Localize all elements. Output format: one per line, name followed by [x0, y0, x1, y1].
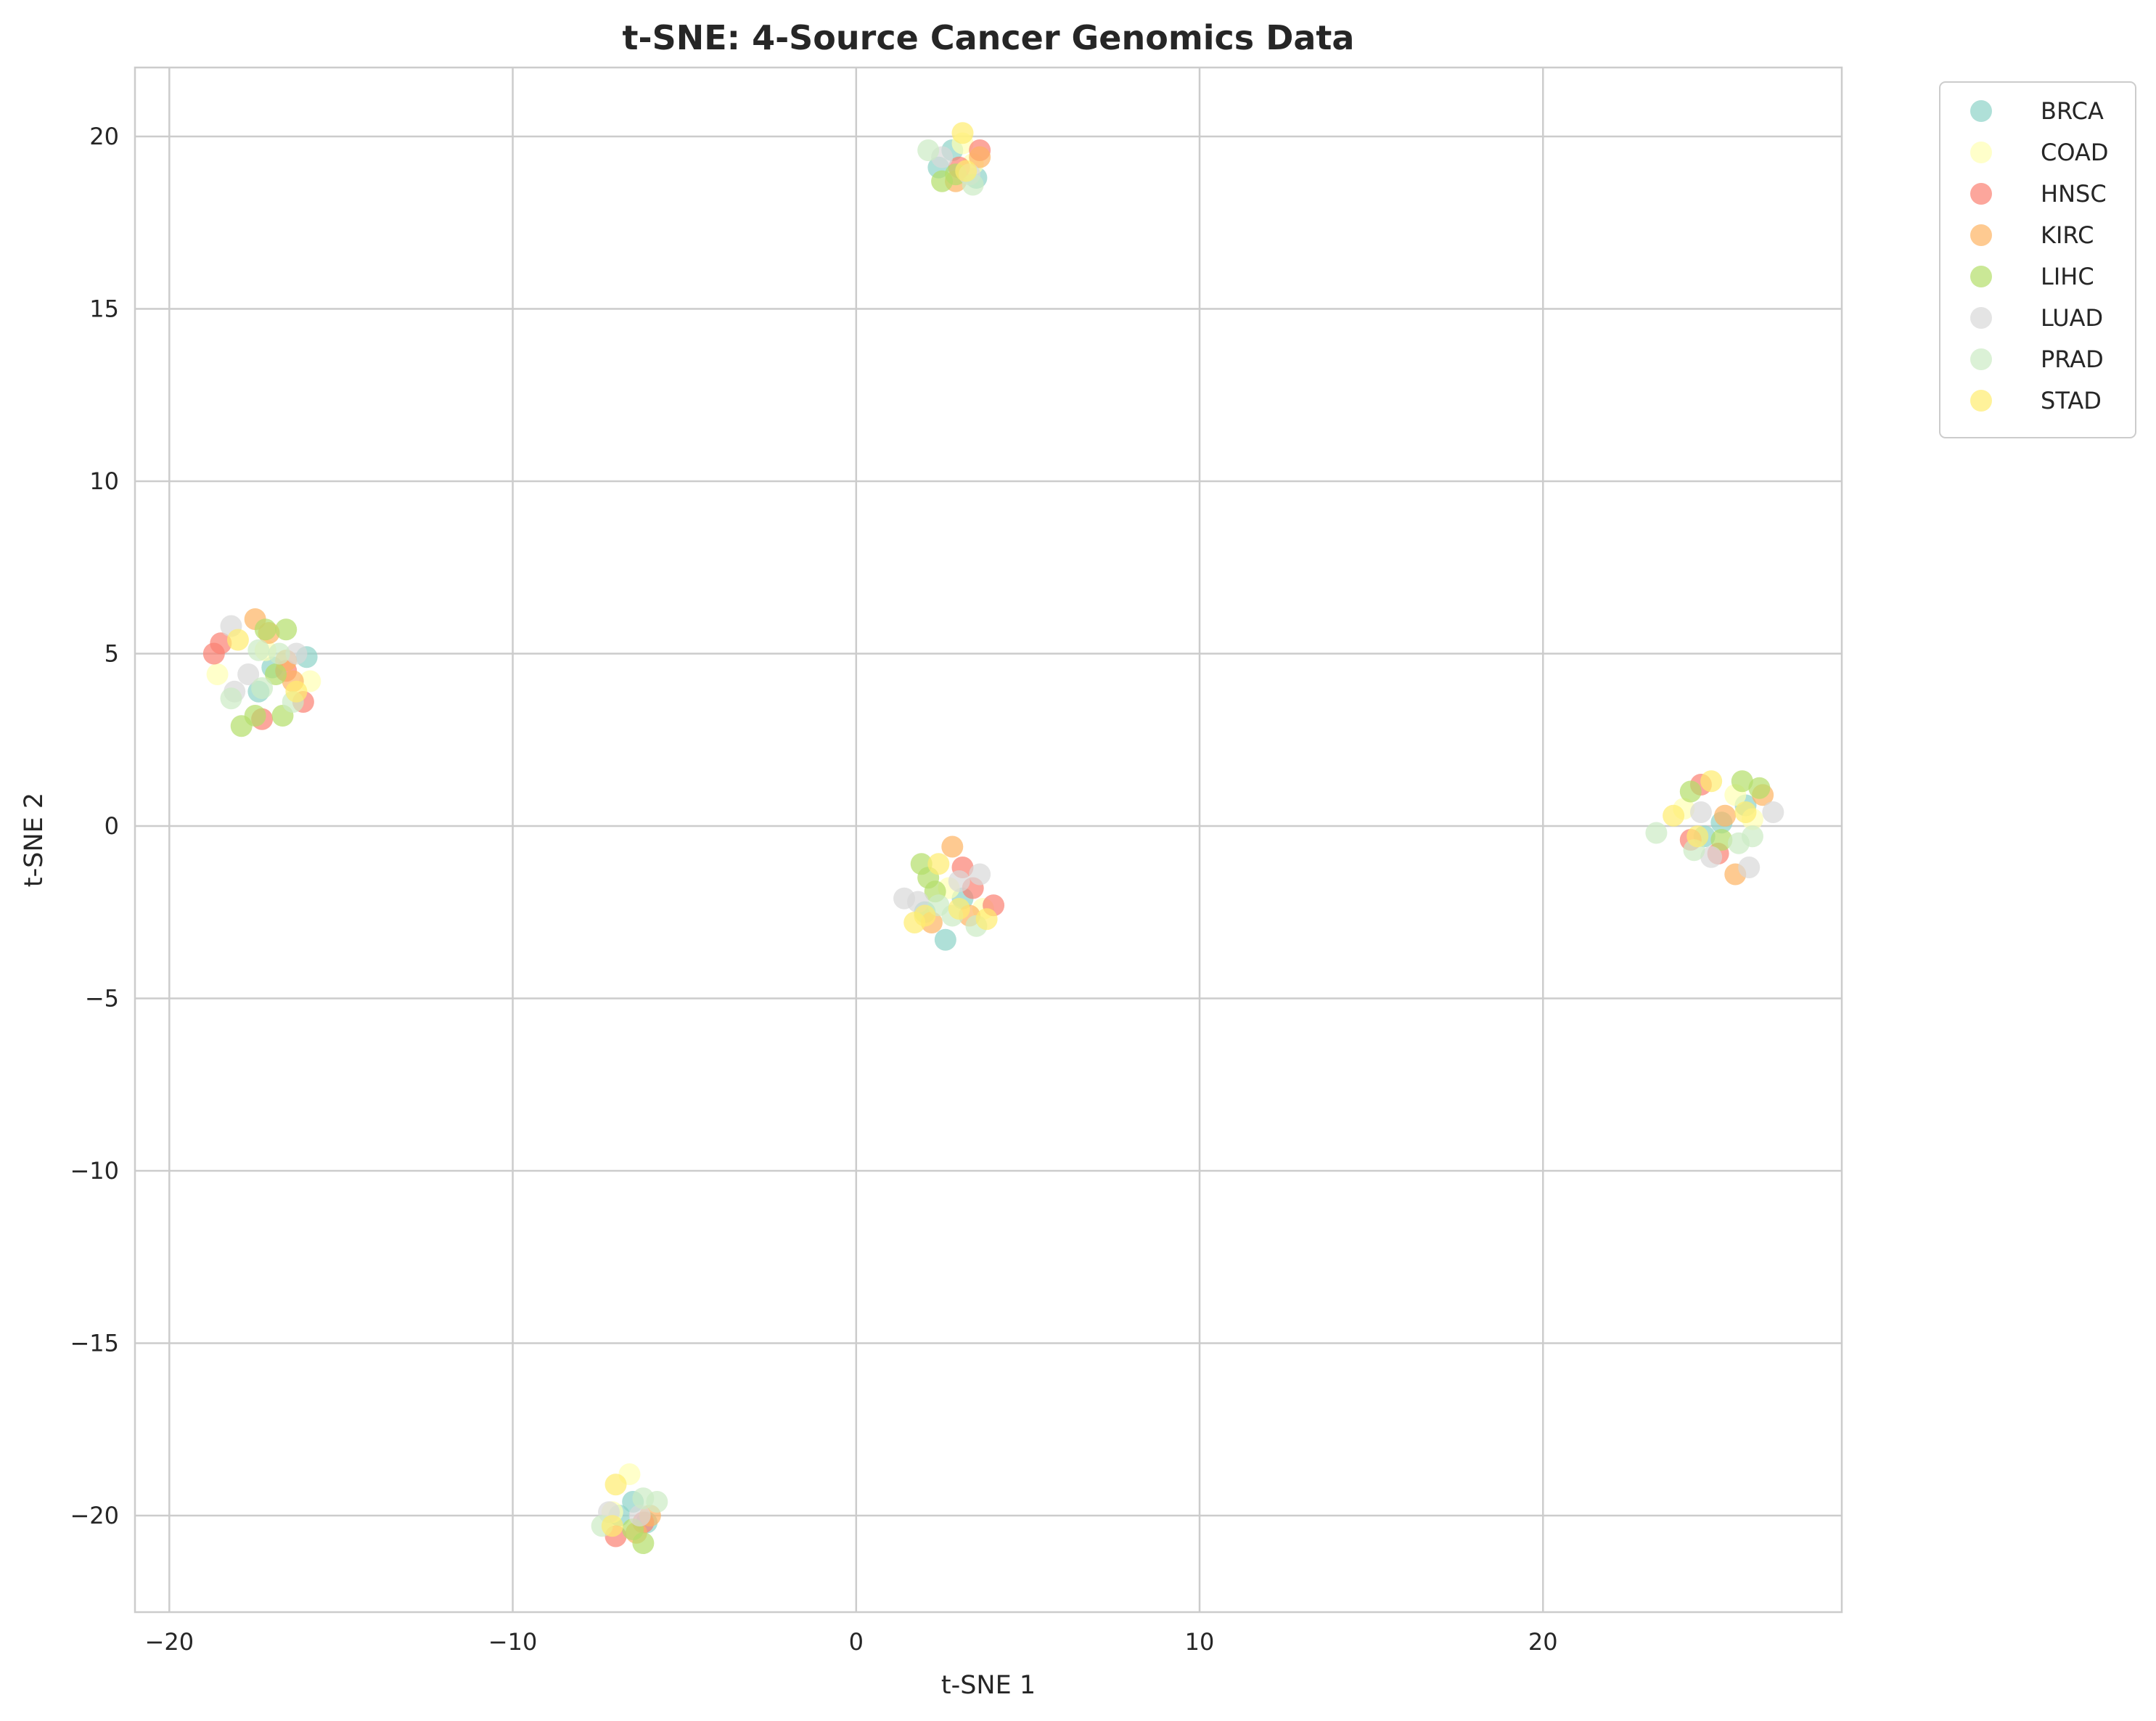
legend-marker	[1970, 100, 1992, 122]
data-point	[941, 835, 964, 858]
data-point	[969, 146, 991, 168]
series-stad	[226, 122, 1757, 1537]
legend-label: PRAD	[2041, 346, 2104, 373]
x-axis-label: t-SNE 1	[941, 1671, 1036, 1700]
data-point	[226, 629, 249, 651]
data-point	[948, 870, 970, 892]
data-point	[1731, 770, 1753, 793]
data-point	[1686, 825, 1709, 848]
data-point	[1762, 801, 1784, 823]
legend: BRCA COAD HNSC KIRC LIHC LUAD PRAD STAD	[1939, 81, 2136, 438]
data-point	[254, 618, 276, 641]
legend-label: LUAD	[2041, 304, 2103, 332]
data-point	[285, 642, 308, 665]
data-point	[601, 1515, 623, 1537]
x-tick-label: 20	[1528, 1628, 1558, 1656]
y-tick-label: 20	[89, 123, 119, 150]
x-tick-label: 0	[849, 1628, 864, 1656]
legend-marker	[1970, 266, 1992, 287]
data-point	[969, 863, 991, 886]
x-tick-label: −10	[488, 1628, 538, 1656]
y-tick-label: −15	[70, 1330, 119, 1357]
legend-marker	[1970, 224, 1992, 246]
data-point	[628, 1505, 651, 1526]
data-point	[948, 898, 970, 920]
y-tick-label: 5	[104, 640, 119, 668]
x-tick-labels: −20 −10 0 10 20	[145, 1628, 1558, 1656]
series-lihc	[230, 163, 1771, 1554]
y-tick-label: 15	[89, 295, 119, 323]
data-point	[975, 908, 998, 931]
legend-label: HNSC	[2041, 180, 2107, 208]
y-tick-label: −5	[85, 985, 119, 1013]
data-point	[951, 122, 974, 144]
data-point	[1734, 801, 1757, 823]
y-tick-label: 10	[89, 467, 119, 495]
data-point	[1738, 857, 1761, 878]
legend-items: BRCA COAD HNSC KIRC LIHC LUAD PRAD STAD	[1970, 97, 2109, 414]
data-point	[237, 663, 260, 685]
data-point	[206, 663, 229, 685]
data-point	[1689, 801, 1712, 823]
legend-marker	[1970, 183, 1992, 205]
data-point	[1679, 780, 1702, 803]
data-point	[285, 680, 308, 703]
data-point	[247, 639, 270, 661]
plot-frame	[134, 66, 1843, 1614]
data-point	[268, 642, 290, 665]
y-tick-labels: −20 −15 −10 −5 0 5 10 15 20	[70, 123, 119, 1529]
x-tick-label: −20	[145, 1628, 194, 1656]
grid-lines	[135, 68, 1842, 1612]
legend-marker	[1970, 390, 1992, 412]
data-points	[202, 122, 1784, 1554]
data-point	[244, 705, 266, 727]
data-point	[1700, 846, 1723, 868]
legend-marker	[1970, 348, 1992, 370]
legend-marker	[1970, 307, 1992, 329]
data-point	[210, 632, 232, 655]
data-point	[1663, 804, 1685, 827]
data-point	[1645, 822, 1668, 844]
chart-title: t-SNE: 4-Source Cancer Genomics Data	[623, 18, 1355, 57]
legend-label: COAD	[2041, 139, 2109, 166]
legend-label: BRCA	[2041, 97, 2104, 125]
data-point	[1714, 804, 1737, 827]
y-axis-label: t-SNE 2	[20, 793, 49, 887]
data-point	[1710, 829, 1733, 851]
y-tick-label: −20	[70, 1502, 119, 1529]
legend-marker	[1970, 142, 1992, 163]
data-point	[265, 663, 287, 685]
legend-label: KIRC	[2041, 221, 2094, 249]
data-point	[1700, 770, 1723, 793]
data-point	[275, 618, 298, 641]
legend-box	[1939, 81, 2136, 438]
data-point	[251, 677, 274, 699]
data-point	[914, 904, 936, 927]
data-point	[1728, 832, 1750, 854]
x-tick-label: 10	[1185, 1628, 1215, 1656]
data-point	[934, 928, 956, 951]
data-point	[1748, 777, 1771, 799]
data-point	[917, 139, 940, 161]
y-tick-label: 0	[104, 812, 119, 840]
legend-label: STAD	[2041, 387, 2102, 414]
data-point	[955, 160, 977, 182]
data-point	[220, 687, 242, 710]
data-point	[604, 1473, 627, 1496]
legend-label: LIHC	[2041, 263, 2094, 290]
data-point	[632, 1487, 655, 1510]
y-tick-label: −10	[70, 1157, 119, 1185]
data-point	[927, 853, 950, 875]
